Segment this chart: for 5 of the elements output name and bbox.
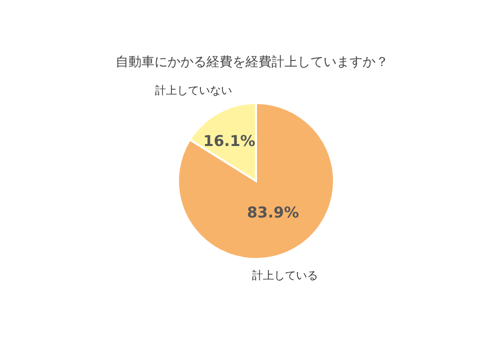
data-label: 83.9% xyxy=(246,204,300,222)
slice-label: 計上している xyxy=(252,268,318,282)
data-label: 16.1% xyxy=(203,132,256,150)
chart-title: 自動車にかかる経費を経費計上していますか？ xyxy=(116,55,388,70)
slice-label: 計上していない xyxy=(155,84,232,98)
